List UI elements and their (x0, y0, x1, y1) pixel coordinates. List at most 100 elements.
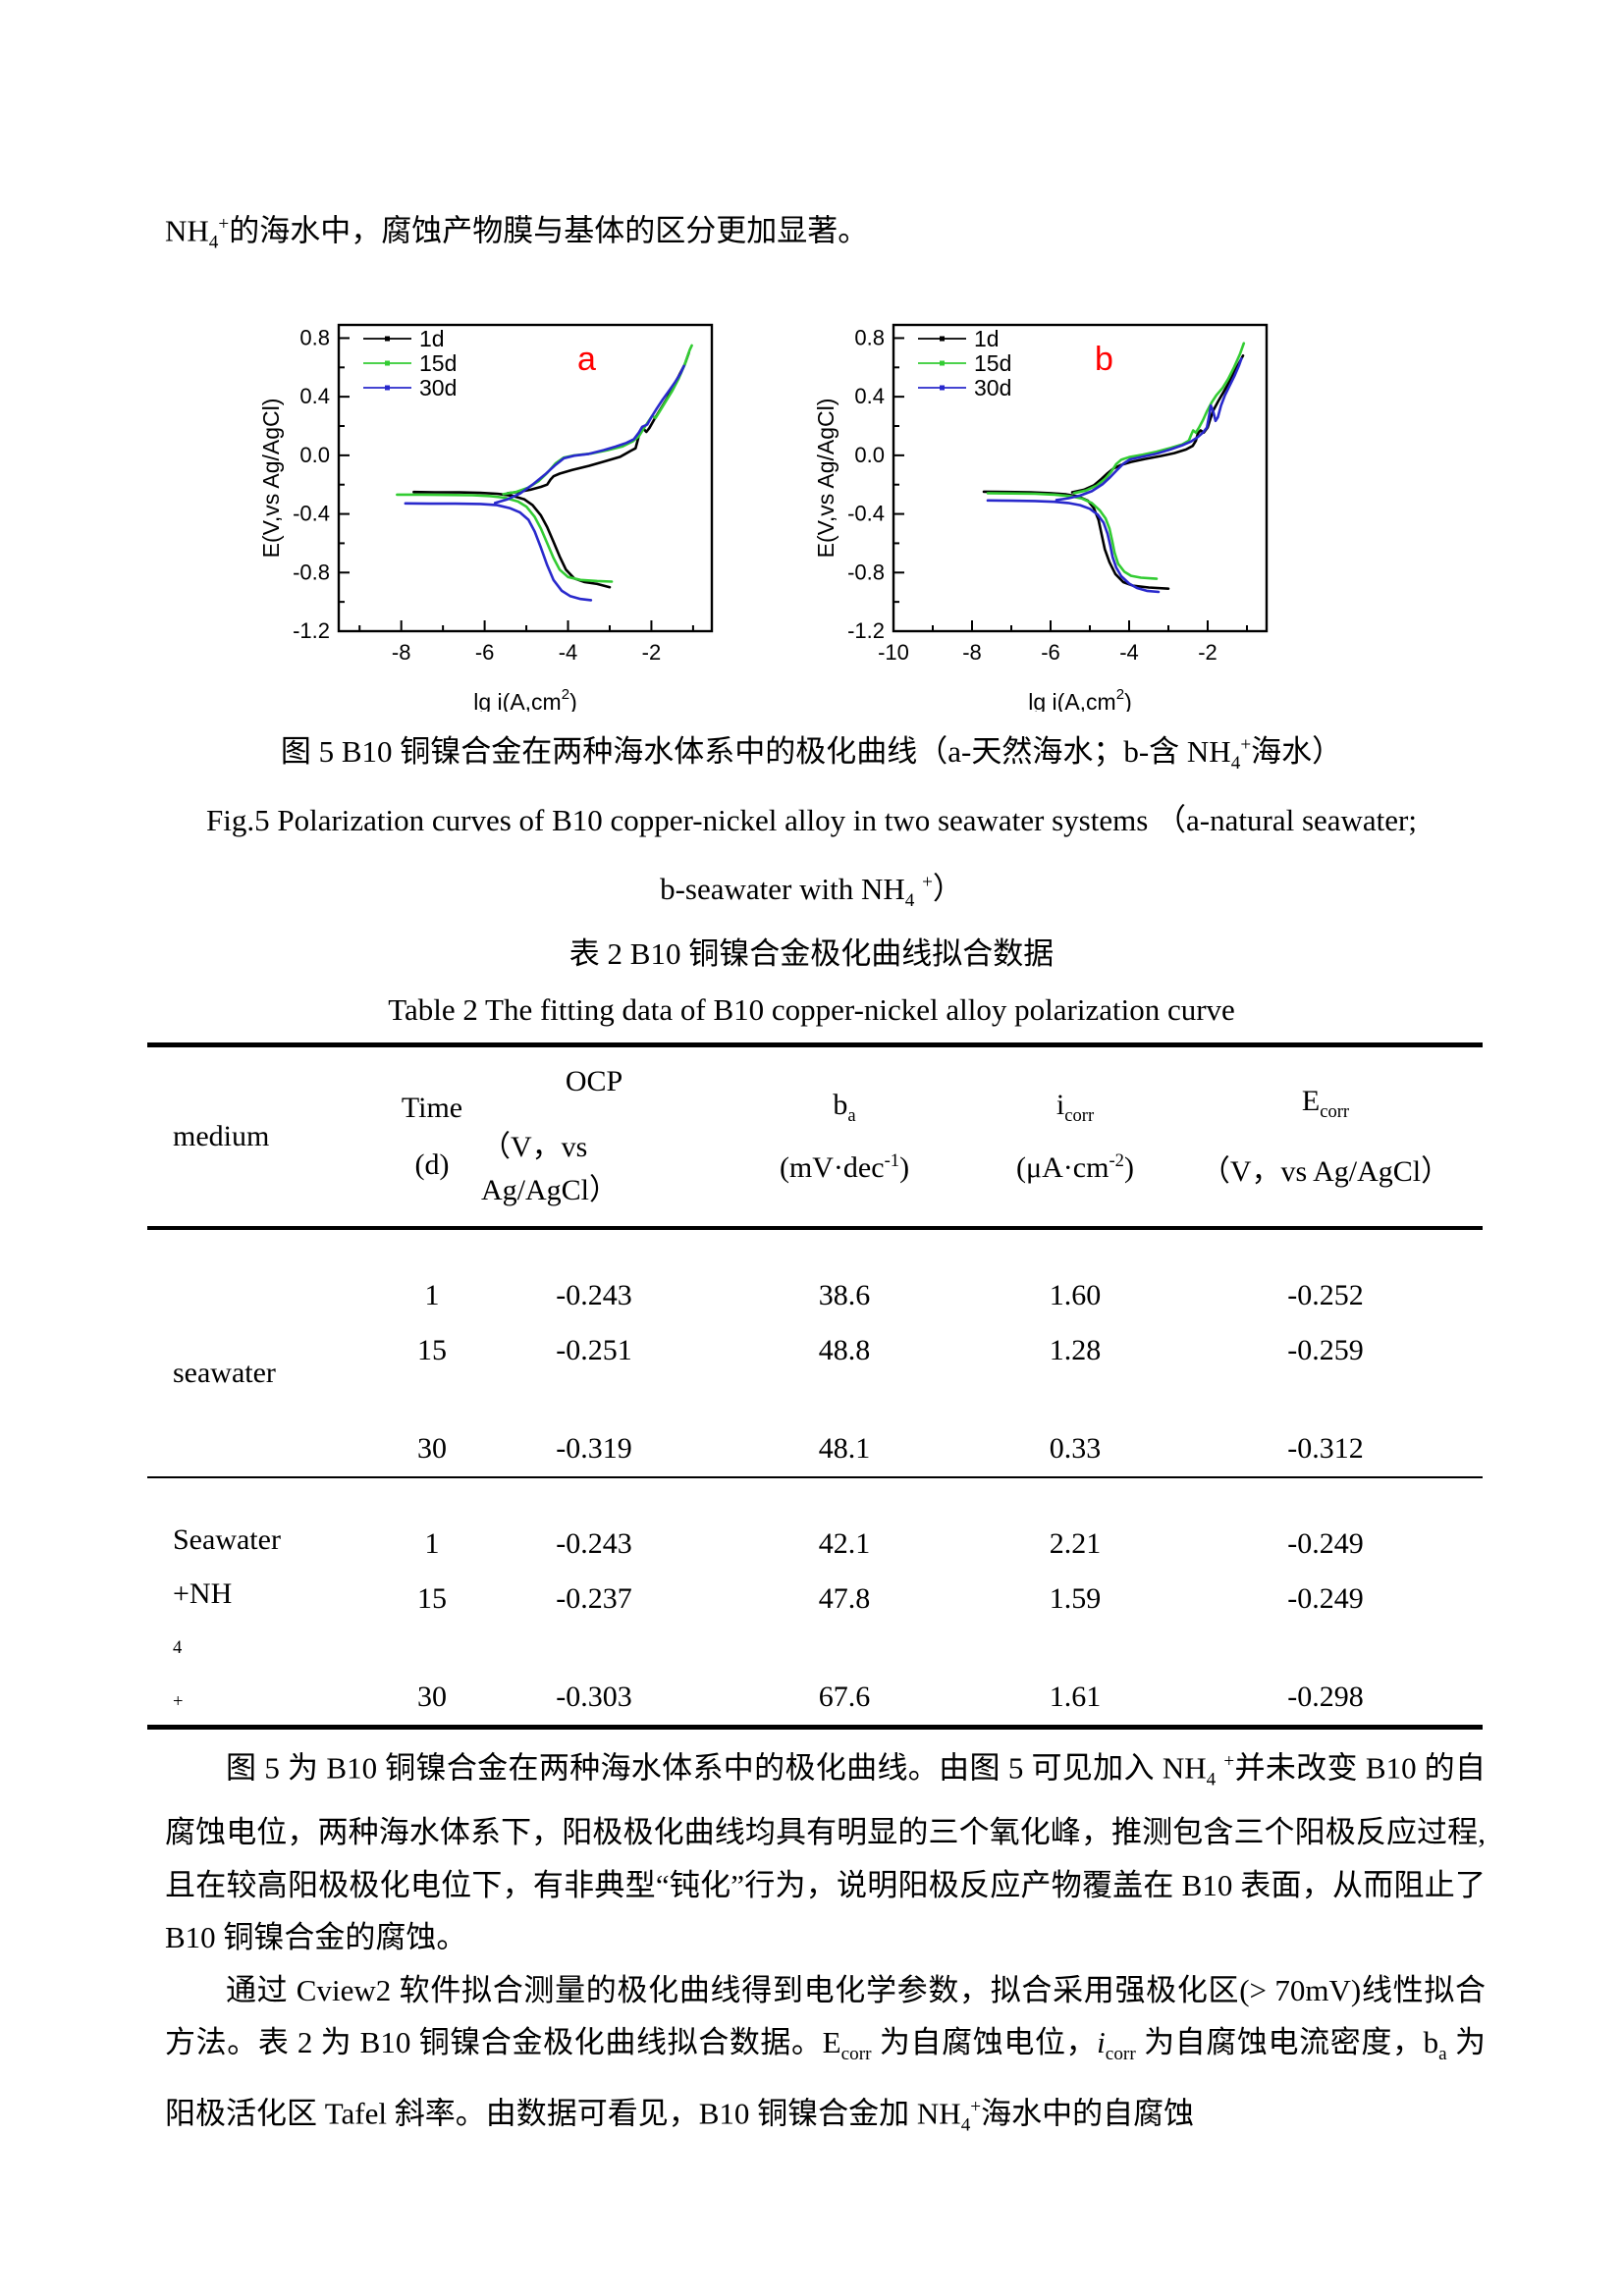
x-tick-label: -8 (962, 640, 982, 665)
polarization-chart-b: -10 -8 -6 -4 -2 0.8 0.4 0.0 -0.4 -0.8 -1.2 E(V,vs A… (813, 323, 1269, 712)
y-axis-label: E(V,vs Ag/AgCl) (258, 399, 284, 559)
polarization-chart-a: -8 -6 -4 -2 0.8 0.4 0.0 -0.4 -0.8 -1.2 E(V,vs Ag/A… (258, 323, 714, 712)
legend-marker (385, 336, 390, 342)
header-ocp: OCP （V，vs Ag/AgCl） (481, 1047, 707, 1226)
x-tick-label: -2 (642, 640, 662, 665)
y-tick-label: 0.4 (299, 384, 330, 408)
paragraph-1: 图 5 为 B10 铜镍合金在两种海水体系中的极化曲线。由图 5 可见加入 NH… (165, 1750, 1486, 1955)
table-cell: 2.21 (1049, 1527, 1102, 1560)
table-cell: 47.8 (818, 1582, 871, 1615)
table-cell: 15 (417, 1334, 447, 1366)
x-tick-label: -2 (1198, 640, 1217, 665)
y-tick-label: 0.8 (854, 325, 885, 349)
curve-15d-anodic (502, 344, 693, 496)
table-cell: -0.251 (556, 1334, 632, 1366)
table-cell: 67.6 (818, 1681, 871, 1713)
x-axis-label: lg i(A,cm2) (1028, 686, 1131, 712)
table-row: 15 -0.251 48.8 1.28 -0.259 (383, 1323, 1483, 1378)
subplot-letter: b (1095, 341, 1113, 378)
x-axis-label: lg i(A,cm2) (473, 686, 576, 712)
table-cell: 1.28 (1049, 1334, 1102, 1366)
x-tick-label: -4 (559, 640, 578, 665)
table-cell: 1 (424, 1279, 440, 1311)
curve-1d-cathodic (982, 490, 1170, 591)
table-cell: -0.249 (1287, 1527, 1364, 1560)
table-cell: -0.303 (556, 1681, 632, 1713)
legend-marker (940, 336, 945, 342)
y-tick-label: -0.4 (847, 502, 885, 526)
figure-caption-en-line2: b-seawater with NH4 +） (660, 872, 963, 912)
table-title-en: Table 2 The fitting data of B10 copper-n… (388, 992, 1235, 1027)
legend-marker (940, 360, 945, 366)
header-ocp-unit: （V，vs Ag/AgCl） (481, 1131, 620, 1206)
table-cell: -0.252 (1287, 1279, 1364, 1311)
table-cell: 38.6 (818, 1279, 871, 1311)
y-tick-label: -1.2 (847, 618, 885, 643)
table-row: 15 -0.237 47.8 1.59 -0.249 (383, 1572, 1483, 1627)
y-tick-label: 0.4 (854, 384, 885, 408)
medium-label: Seawater +NH 4 + (173, 1523, 281, 1712)
table-cell: 30 (417, 1681, 447, 1713)
table-cell: 1.61 (1049, 1681, 1102, 1713)
header-time: Time (d) (383, 1047, 481, 1226)
table-cell: 1.60 (1049, 1279, 1102, 1311)
legend-label: 30d (419, 375, 457, 400)
y-tick-label: -0.8 (847, 560, 885, 584)
table-body: seawater 1 -0.243 38.6 1.60 -0.252 15 -0.251 48.… (147, 1268, 1483, 1725)
header-ba-name: ba (833, 1089, 856, 1126)
header-ecorr-name: Ecorr (1301, 1084, 1350, 1122)
legend-marker (385, 360, 390, 366)
legend-label: 30d (974, 375, 1011, 400)
top-paragraph-fragment: NH4+的海水中，腐蚀产物膜与基体的区分更加显著。 (165, 213, 869, 253)
x-tick-label: -10 (878, 640, 909, 665)
table-cell: -0.298 (1287, 1681, 1364, 1713)
x-tick-label: -8 (392, 640, 411, 665)
legend-marker (940, 385, 945, 391)
table-group-seawater: seawater 1 -0.243 38.6 1.60 -0.252 15 -0.251 48.… (147, 1268, 1483, 1478)
table-row: 30 -0.303 67.6 1.61 -0.298 (383, 1670, 1483, 1725)
table-cell: -0.237 (556, 1582, 632, 1615)
legend-label: 15d (419, 350, 457, 376)
curve-30d-anodic (1055, 356, 1243, 502)
header-ecorr-unit: （V，vs Ag/AgCl） (1200, 1154, 1451, 1188)
y-tick-label: 0.8 (299, 325, 330, 349)
curve-30d-cathodic (404, 502, 593, 602)
table-cell: 48.1 (818, 1432, 871, 1465)
header-time-unit: (d) (414, 1148, 450, 1181)
x-tick-label: -6 (1041, 640, 1060, 665)
header-time-name: Time (401, 1092, 463, 1124)
figure-caption-en-line1: Fig.5 Polarization curves of B10 copper-… (206, 803, 1417, 837)
header-medium: medium (147, 1047, 383, 1226)
y-tick-label: 0.0 (854, 443, 885, 467)
table-cell: 48.8 (818, 1334, 871, 1366)
figure-caption-zh: 图 5 B10 铜镍合金在两种海水体系中的极化曲线（a-天然海水；b-含 NH4… (280, 734, 1343, 774)
medium-label: seawater (173, 1356, 276, 1389)
header-ecorr: Ecorr （V，vs Ag/AgCl） (1168, 1047, 1483, 1226)
table-cell: 1.59 (1049, 1582, 1102, 1615)
x-tick-label: -6 (475, 640, 495, 665)
legend-label: 1d (974, 326, 1000, 351)
y-tick-label: -1.2 (293, 618, 330, 643)
y-tick-label: -0.4 (293, 502, 330, 526)
table-cell: -0.243 (556, 1279, 632, 1311)
table-group-seawater-nh4: Seawater +NH 4 + 1 -0.243 42.1 2.21 -0.249 15 -0.2… (147, 1517, 1483, 1725)
curve-15d-cathodic (396, 493, 614, 583)
table-cell: 15 (417, 1582, 447, 1615)
legend-marker (385, 385, 390, 391)
y-axis-label: E(V,vs Ag/AgCl) (813, 399, 839, 559)
plot-frame (892, 323, 1269, 633)
body-paragraphs: 图 5 为 B10 铜镍合金在两种海水体系中的极化曲线。由图 5 可见加入 NH… (165, 1735, 1486, 2152)
paragraph-2: 通过 Cview2 软件拟合测量的极化曲线得到电化学参数，拟合采用强极化区(> … (165, 1972, 1487, 2136)
curve-15d-anodic (1072, 342, 1246, 495)
table-cell: -0.249 (1287, 1582, 1364, 1615)
y-tick-label: 0.0 (299, 443, 330, 467)
header-icorr: icorr (μA·cm-2) (982, 1047, 1168, 1226)
table-cell: 0.33 (1049, 1432, 1102, 1465)
table-row: 1 -0.243 42.1 2.21 -0.249 (383, 1517, 1483, 1572)
curve-1d-cathodic (412, 490, 612, 589)
plot-frame (337, 323, 714, 633)
header-ocp-name: OCP (565, 1065, 623, 1097)
subplot-letter: a (577, 341, 596, 378)
curve-30d-cathodic (986, 499, 1161, 594)
